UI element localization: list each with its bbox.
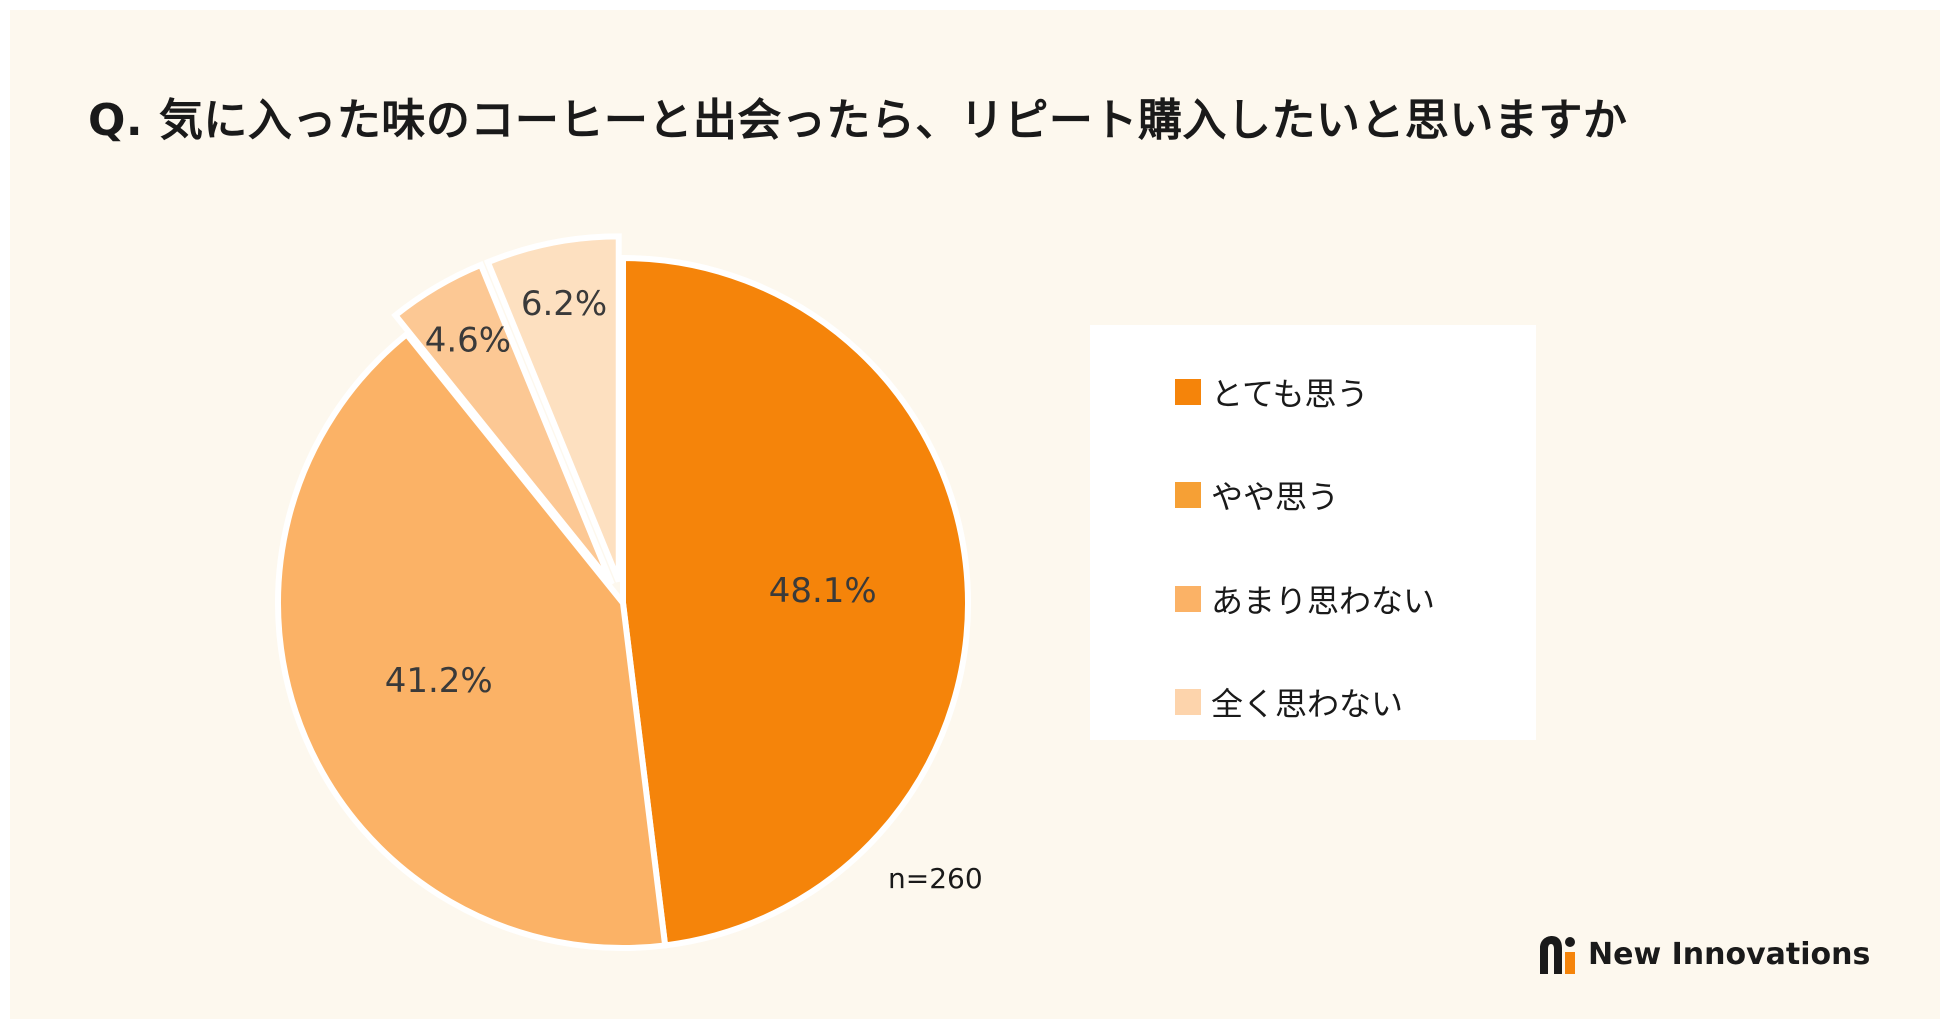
legend-item-0: とても思う [1175,372,1369,413]
brand-logo: New Innovations [1538,934,1870,974]
legend-swatch-3 [1175,689,1201,715]
pie-slice-2 [391,260,615,586]
legend-item-1: やや思う [1175,475,1340,516]
brand-name: New Innovations [1588,936,1871,972]
pie-slice-1 [275,330,669,951]
pie-slice-label-3: 6.2% [521,284,607,324]
chart-title: Q. 気に入った味のコーヒーと出会ったら、リピート購入したいと思いますか [88,95,1628,146]
pie-slice-label-2: 4.6% [425,320,511,360]
sample-size-label: n=260 [888,862,983,895]
legend-label-0: とても思う [1211,375,1369,413]
legend-swatch-0 [1175,379,1201,405]
pie-slice-label-1: 41.2% [385,661,493,701]
legend-item-3: 全く思わない [1175,682,1404,723]
legend-label-3: 全く思わない [1211,685,1404,723]
legend-swatch-2 [1175,586,1201,612]
legend: とても思う やや思う あまり思わない 全く思わない [1090,325,1536,740]
legend-label-1: やや思う [1211,478,1340,516]
legend-label-2: あまり思わない [1211,582,1436,620]
pie-slice-0 [620,254,971,949]
new-innovations-logo-icon [1540,936,1575,974]
legend-item-2: あまり思わない [1175,579,1436,620]
pie-slice-3 [483,233,622,583]
legend-swatch-1 [1175,482,1201,508]
pie-slice-label-0: 48.1% [769,571,877,611]
